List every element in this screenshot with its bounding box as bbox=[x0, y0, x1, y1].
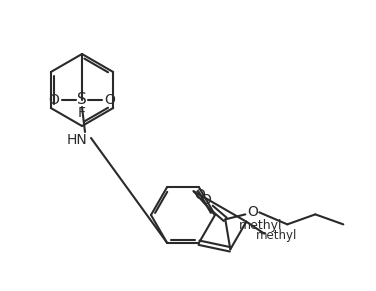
Text: O: O bbox=[200, 193, 211, 207]
Text: O: O bbox=[194, 188, 205, 202]
Text: methyl: methyl bbox=[256, 229, 297, 242]
Text: HN: HN bbox=[67, 133, 87, 147]
Text: O: O bbox=[105, 93, 115, 107]
Text: F: F bbox=[78, 106, 86, 120]
Text: S: S bbox=[77, 93, 87, 107]
Text: O: O bbox=[247, 205, 258, 219]
Text: O: O bbox=[49, 93, 59, 107]
Text: methyl: methyl bbox=[238, 219, 282, 232]
